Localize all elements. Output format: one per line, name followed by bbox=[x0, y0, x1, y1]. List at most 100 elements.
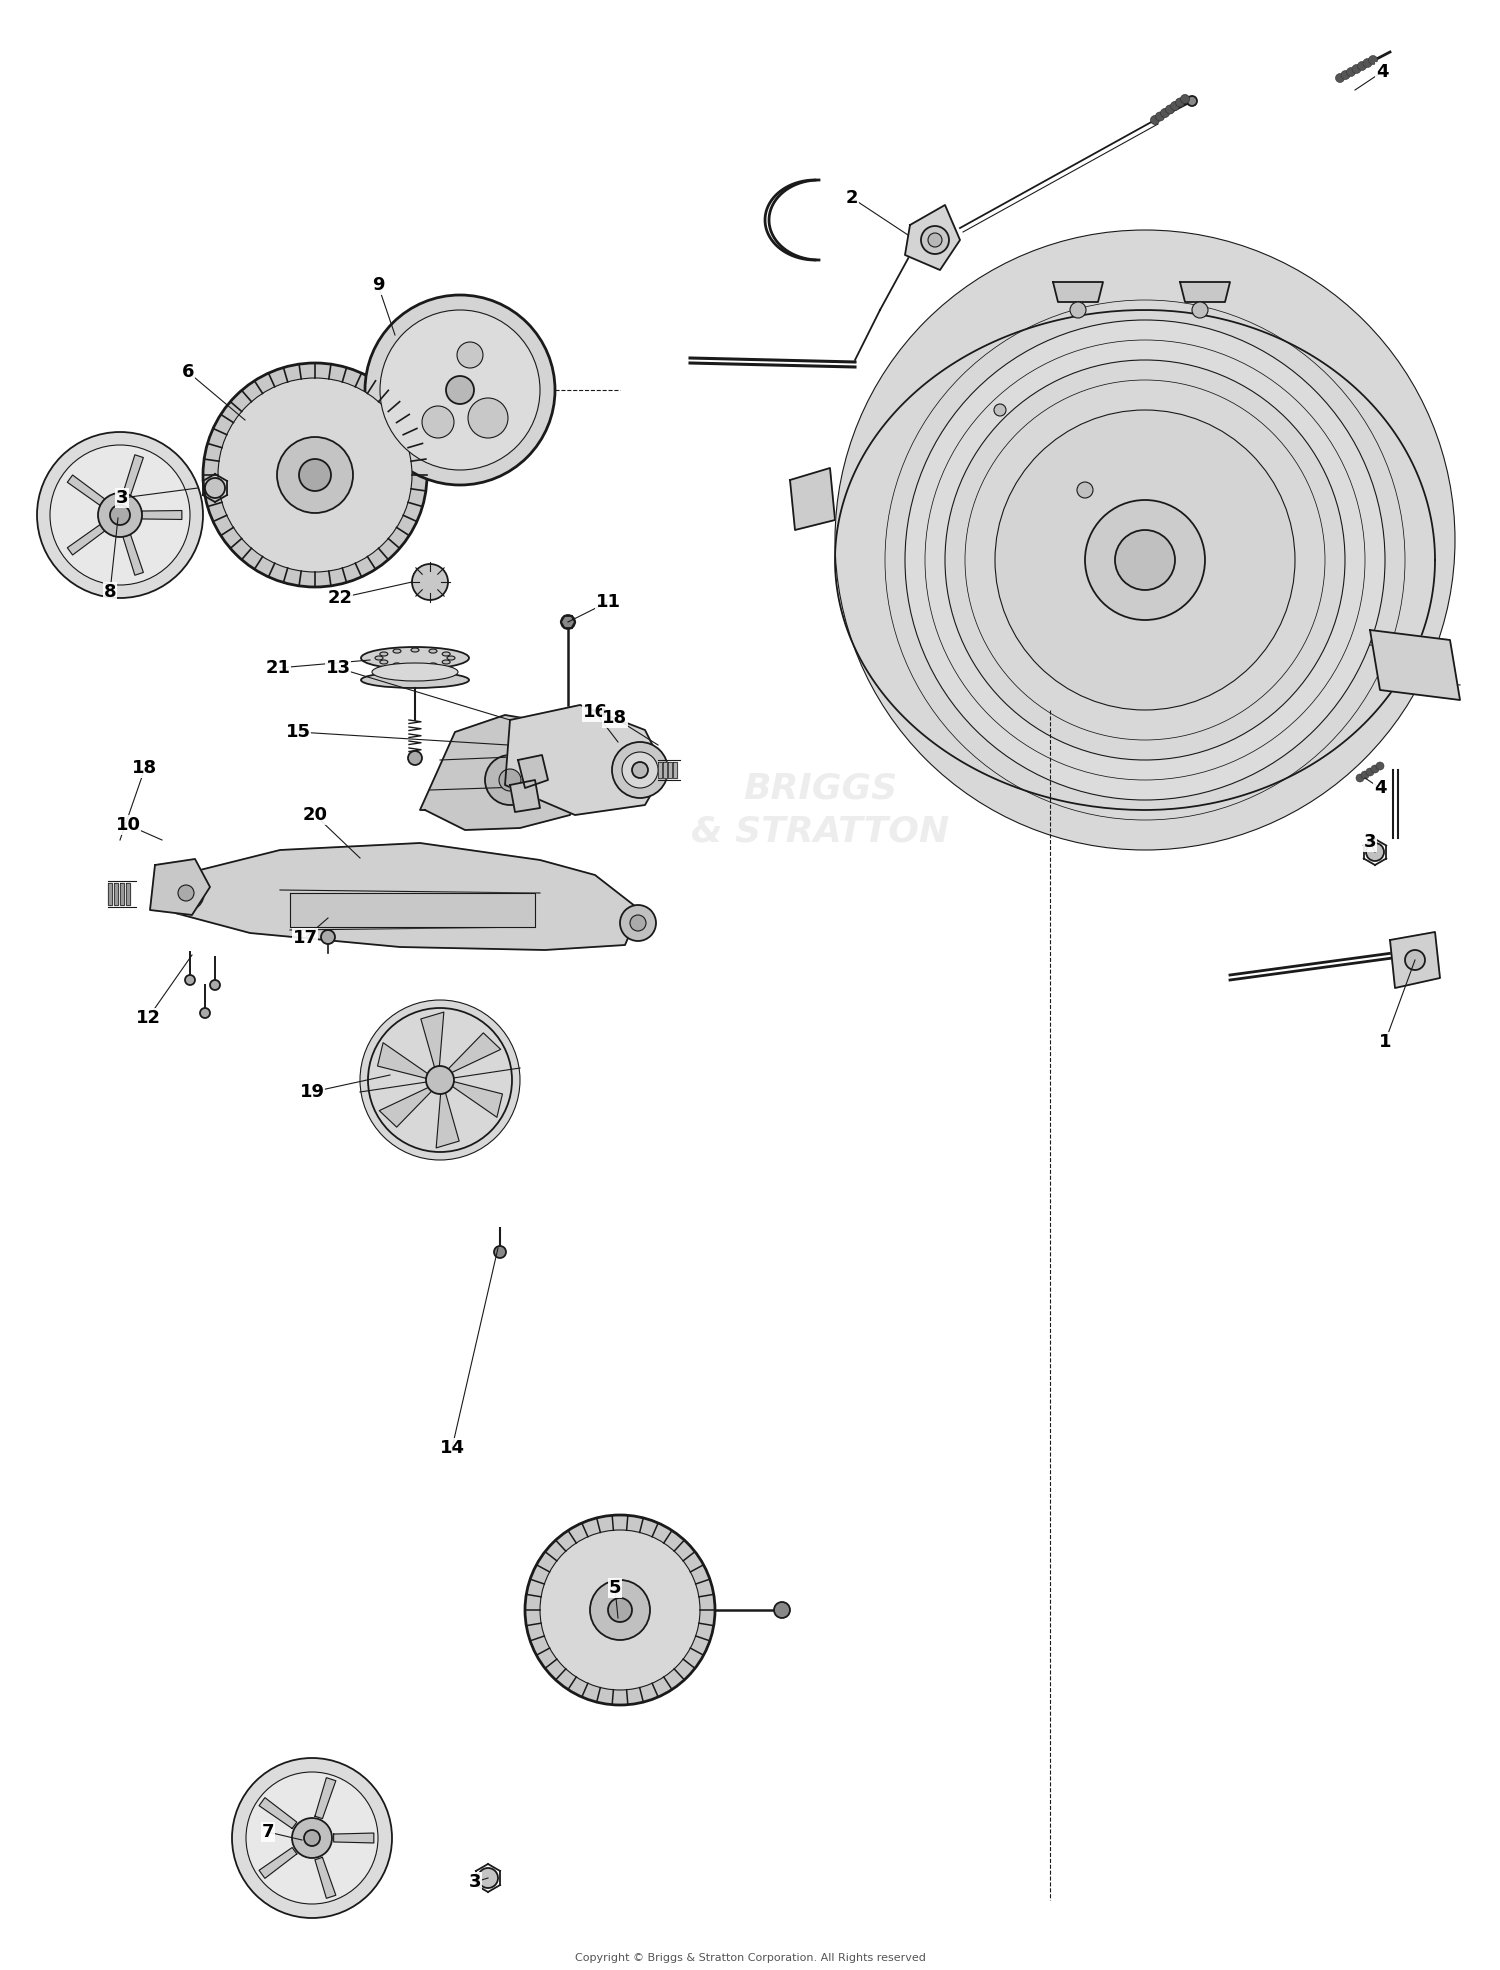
Circle shape bbox=[304, 1830, 320, 1846]
Circle shape bbox=[494, 1245, 506, 1259]
Circle shape bbox=[426, 1066, 454, 1093]
Circle shape bbox=[1070, 301, 1086, 317]
Polygon shape bbox=[510, 780, 540, 812]
Ellipse shape bbox=[375, 656, 382, 660]
Ellipse shape bbox=[393, 664, 400, 668]
Polygon shape bbox=[260, 1848, 297, 1877]
Circle shape bbox=[298, 459, 332, 491]
Circle shape bbox=[1368, 55, 1377, 65]
Circle shape bbox=[1084, 500, 1204, 621]
Circle shape bbox=[422, 406, 454, 437]
Circle shape bbox=[994, 404, 1006, 416]
Ellipse shape bbox=[372, 664, 458, 682]
Circle shape bbox=[904, 319, 1384, 800]
Polygon shape bbox=[674, 762, 676, 778]
Text: 5: 5 bbox=[609, 1580, 621, 1598]
Circle shape bbox=[945, 361, 1346, 760]
Text: 2: 2 bbox=[846, 189, 858, 207]
Circle shape bbox=[202, 362, 427, 587]
Circle shape bbox=[608, 1598, 631, 1621]
Circle shape bbox=[1341, 71, 1350, 79]
Circle shape bbox=[1352, 65, 1360, 73]
Ellipse shape bbox=[447, 656, 454, 660]
Circle shape bbox=[540, 1531, 700, 1690]
Text: 20: 20 bbox=[303, 806, 327, 823]
Circle shape bbox=[612, 743, 668, 798]
Text: 13: 13 bbox=[326, 660, 351, 678]
Polygon shape bbox=[290, 892, 536, 928]
Circle shape bbox=[210, 979, 220, 991]
Circle shape bbox=[850, 244, 1440, 835]
Polygon shape bbox=[68, 475, 105, 506]
Ellipse shape bbox=[429, 664, 436, 668]
Circle shape bbox=[836, 230, 1455, 849]
Circle shape bbox=[468, 398, 509, 437]
Circle shape bbox=[1347, 67, 1356, 77]
Polygon shape bbox=[448, 1032, 501, 1072]
Text: 18: 18 bbox=[603, 709, 627, 727]
Text: 10: 10 bbox=[116, 816, 141, 833]
Circle shape bbox=[360, 1001, 520, 1160]
Polygon shape bbox=[904, 205, 960, 270]
Circle shape bbox=[484, 755, 536, 806]
Circle shape bbox=[500, 768, 520, 792]
Polygon shape bbox=[668, 762, 672, 778]
Circle shape bbox=[200, 1009, 210, 1018]
Polygon shape bbox=[1370, 630, 1460, 699]
Circle shape bbox=[1335, 73, 1344, 83]
Circle shape bbox=[38, 431, 203, 599]
Text: Copyright © Briggs & Stratton Corporation. All Rights reserved: Copyright © Briggs & Stratton Corporatio… bbox=[574, 1952, 926, 1962]
Circle shape bbox=[1366, 768, 1374, 776]
Circle shape bbox=[994, 410, 1294, 709]
Circle shape bbox=[458, 343, 483, 368]
Polygon shape bbox=[506, 705, 664, 816]
Text: 22: 22 bbox=[327, 589, 352, 607]
Ellipse shape bbox=[411, 664, 419, 668]
Circle shape bbox=[561, 615, 574, 628]
Circle shape bbox=[1406, 950, 1425, 969]
Ellipse shape bbox=[362, 646, 470, 670]
Text: 17: 17 bbox=[292, 930, 318, 948]
Circle shape bbox=[206, 479, 225, 498]
Circle shape bbox=[1155, 112, 1164, 120]
Polygon shape bbox=[790, 469, 836, 530]
Circle shape bbox=[278, 437, 352, 512]
Polygon shape bbox=[333, 1832, 374, 1844]
Polygon shape bbox=[120, 883, 124, 904]
Circle shape bbox=[321, 930, 334, 944]
Circle shape bbox=[413, 563, 448, 601]
Circle shape bbox=[408, 751, 422, 764]
Text: 1: 1 bbox=[1378, 1032, 1392, 1052]
Circle shape bbox=[178, 885, 194, 900]
Text: 11: 11 bbox=[596, 593, 621, 611]
Circle shape bbox=[1376, 762, 1384, 770]
Polygon shape bbox=[108, 883, 112, 904]
Circle shape bbox=[1166, 104, 1174, 114]
Circle shape bbox=[110, 504, 130, 524]
Polygon shape bbox=[518, 755, 548, 788]
Polygon shape bbox=[315, 1777, 336, 1818]
Ellipse shape bbox=[429, 648, 436, 654]
Text: 18: 18 bbox=[132, 758, 158, 776]
Polygon shape bbox=[453, 1082, 503, 1117]
Polygon shape bbox=[836, 309, 1436, 810]
Text: BRIGGS
& STRATTON: BRIGGS & STRATTON bbox=[692, 772, 950, 847]
Ellipse shape bbox=[380, 652, 388, 656]
Polygon shape bbox=[260, 1799, 297, 1828]
Polygon shape bbox=[68, 524, 105, 556]
Circle shape bbox=[478, 1868, 498, 1887]
Circle shape bbox=[590, 1580, 650, 1639]
Polygon shape bbox=[663, 762, 668, 778]
Circle shape bbox=[246, 1771, 378, 1903]
Circle shape bbox=[1114, 530, 1174, 589]
Circle shape bbox=[1161, 108, 1170, 118]
Polygon shape bbox=[315, 1858, 336, 1899]
Text: 21: 21 bbox=[266, 660, 291, 678]
Text: 3: 3 bbox=[116, 489, 128, 506]
Polygon shape bbox=[123, 455, 144, 496]
Circle shape bbox=[620, 904, 656, 942]
Circle shape bbox=[1356, 774, 1364, 782]
Text: 15: 15 bbox=[285, 723, 310, 741]
Polygon shape bbox=[168, 843, 640, 950]
Text: 6: 6 bbox=[182, 362, 195, 380]
